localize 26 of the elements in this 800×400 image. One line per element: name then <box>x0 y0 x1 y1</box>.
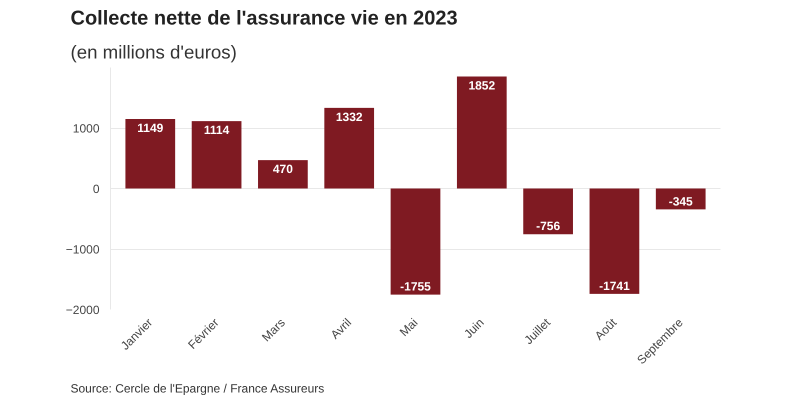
y-tick-label: −1000 <box>66 242 100 256</box>
data-label: -1741 <box>599 278 630 293</box>
chart-title: Collecte nette de l'assurance vie en 2023 <box>70 8 458 30</box>
bar <box>192 121 242 188</box>
x-tick-label: Mai <box>396 316 420 340</box>
chart-subtitle: (en millions d'euros) <box>70 42 237 62</box>
y-tick-label: 1000 <box>72 122 100 136</box>
bar <box>523 188 573 234</box>
data-label: 470 <box>272 162 294 176</box>
y-tick-label: 0 <box>92 182 100 196</box>
bar <box>590 188 640 294</box>
data-label: 1149 <box>137 120 164 135</box>
bar <box>258 160 308 188</box>
bar <box>125 118 176 188</box>
x-tick-label: Juin <box>461 316 487 342</box>
source-note: Source: Cercle de l'Epargne / France Assureurs <box>70 382 324 396</box>
data-label: 1114 <box>204 123 230 138</box>
data-label: 1852 <box>468 78 496 92</box>
y-tick-label: −2000 <box>66 303 100 317</box>
bar <box>456 76 507 188</box>
data-label: -345 <box>668 194 694 208</box>
data-label: 1332 <box>336 110 363 124</box>
bar <box>324 108 374 188</box>
bar <box>390 188 440 295</box>
data-label: -1755 <box>400 280 432 294</box>
data-label: -756 <box>536 219 560 234</box>
